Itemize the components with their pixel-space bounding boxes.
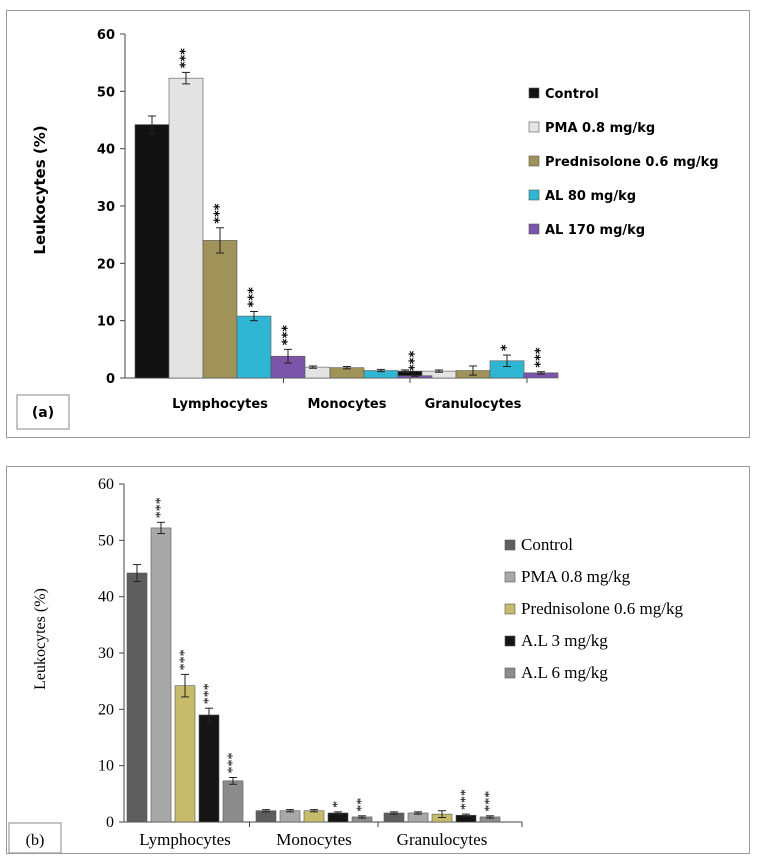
legend-swatch bbox=[504, 635, 516, 647]
x-category-label: Lymphocytes bbox=[139, 830, 231, 849]
significance-label: ** bbox=[355, 798, 370, 812]
y-tick-label: 0 bbox=[106, 372, 115, 387]
y-tick-label: 30 bbox=[98, 645, 114, 662]
legend-label: Prednisolone 0.6 mg/kg bbox=[521, 599, 683, 618]
y-tick-label: 40 bbox=[97, 143, 115, 158]
bar bbox=[279, 810, 301, 823]
legend-swatch bbox=[504, 571, 516, 583]
y-tick-label: 10 bbox=[98, 758, 114, 775]
chart-panel-a: (a) Leukocytes (%) 0 10 20 30 40 50 60 Lymphocy… bbox=[6, 10, 750, 438]
y-tick-label: 60 bbox=[97, 28, 115, 43]
y-tick-label: 40 bbox=[98, 589, 114, 606]
panel-label: (a) bbox=[32, 405, 54, 421]
legend-swatch bbox=[528, 223, 540, 235]
y-tick-label: 20 bbox=[97, 257, 115, 272]
significance-label: *** bbox=[154, 497, 169, 518]
panel-label: (b) bbox=[26, 832, 45, 849]
significance-label: *** bbox=[179, 48, 194, 69]
significance-label: *** bbox=[459, 789, 474, 810]
significance-label: *** bbox=[281, 325, 296, 346]
bar bbox=[236, 315, 272, 379]
x-category-label: Lymphocytes bbox=[172, 397, 268, 412]
legend-label: AL 80 mg/kg bbox=[545, 189, 636, 204]
panel-label-box bbox=[16, 394, 70, 430]
legend-swatch bbox=[528, 155, 540, 167]
bar bbox=[150, 527, 172, 823]
chart-a-svg: (a) Leukocytes (%) 0 10 20 30 40 50 60 Lymphocy… bbox=[16, 28, 719, 430]
bar bbox=[134, 124, 170, 379]
significance-label: * bbox=[331, 801, 346, 808]
y-tick-label: 50 bbox=[97, 85, 115, 100]
chart-panel-b: (b) Leukocytes (%) 0 10 20 30 40 50 60 Lymphocy… bbox=[6, 466, 750, 854]
legend-label: A.L 3 mg/kg bbox=[521, 631, 608, 650]
significance-label: *** bbox=[202, 683, 217, 704]
legend-swatch bbox=[528, 121, 540, 133]
bar bbox=[222, 780, 244, 823]
y-tick-label: 10 bbox=[97, 315, 115, 330]
significance-label: *** bbox=[247, 287, 262, 308]
significance-label: *** bbox=[483, 791, 498, 812]
y-axis-label: Leukocytes (%) bbox=[31, 125, 49, 254]
x-category-label: Monocytes bbox=[276, 830, 352, 849]
x-category-label: Granulocytes bbox=[425, 397, 522, 412]
x-category-label: Granulocytes bbox=[397, 830, 488, 849]
bar bbox=[174, 685, 196, 823]
bar bbox=[198, 714, 220, 823]
y-tick-label: 30 bbox=[97, 200, 115, 215]
bar bbox=[126, 572, 148, 823]
legend-swatch bbox=[504, 603, 516, 615]
y-axis-label: Leukocytes (%) bbox=[32, 588, 49, 690]
bar bbox=[168, 77, 204, 379]
x-category-label: Monocytes bbox=[307, 397, 386, 412]
chart-b-svg: (b) Leukocytes (%) 0 10 20 30 40 50 60 Lymphocy… bbox=[8, 476, 683, 853]
legend-label: Prednisolone 0.6 mg/kg bbox=[545, 155, 719, 170]
significance-label: *** bbox=[408, 351, 423, 372]
legend-swatch bbox=[504, 667, 516, 679]
y-tick-label: 20 bbox=[98, 701, 114, 718]
legend-label: AL 170 mg/kg bbox=[545, 223, 645, 238]
legend-label: Control bbox=[545, 87, 599, 102]
significance-label: * bbox=[500, 344, 515, 351]
significance-label: *** bbox=[213, 203, 228, 224]
legend-swatch bbox=[528, 87, 540, 99]
bar bbox=[303, 810, 325, 823]
bar bbox=[202, 240, 238, 379]
y-tick-label: 0 bbox=[106, 814, 114, 831]
legend-label: PMA 0.8 mg/kg bbox=[521, 567, 631, 586]
legend-label: A.L 6 mg/kg bbox=[521, 663, 608, 682]
significance-label: *** bbox=[226, 752, 241, 773]
significance-label: *** bbox=[178, 649, 193, 670]
y-tick-label: 50 bbox=[98, 532, 114, 549]
panel-label-box bbox=[8, 822, 62, 853]
significance-label: *** bbox=[534, 347, 549, 368]
y-tick-label: 60 bbox=[98, 476, 114, 493]
legend-label: PMA 0.8 mg/kg bbox=[545, 121, 655, 136]
legend-swatch bbox=[528, 189, 540, 201]
legend-swatch bbox=[504, 539, 516, 551]
legend-label: Control bbox=[521, 535, 573, 554]
bar bbox=[255, 810, 277, 823]
